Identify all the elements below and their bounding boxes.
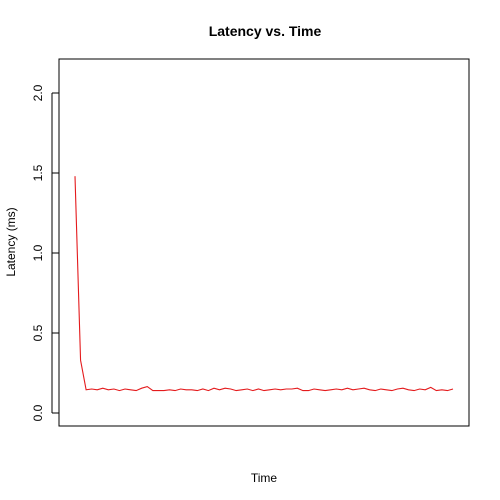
chart-title: Latency vs. Time (209, 23, 322, 39)
y-tick-label: 1.0 (31, 244, 45, 261)
y-tick-label: 0.5 (31, 324, 45, 341)
x-axis-title: Time (251, 471, 278, 485)
series-layer (74, 176, 454, 392)
y-tick-label: 0.0 (31, 404, 45, 421)
y-tick-label: 1.5 (31, 164, 45, 181)
latency-series-line (74, 176, 454, 392)
y-axis-title: Latency (ms) (4, 207, 18, 276)
y-tick-label: 2.0 (31, 84, 45, 101)
y-axis: 0.0 0.5 1.0 1.5 2.0 (31, 84, 59, 421)
plot-area-box (58, 58, 470, 427)
